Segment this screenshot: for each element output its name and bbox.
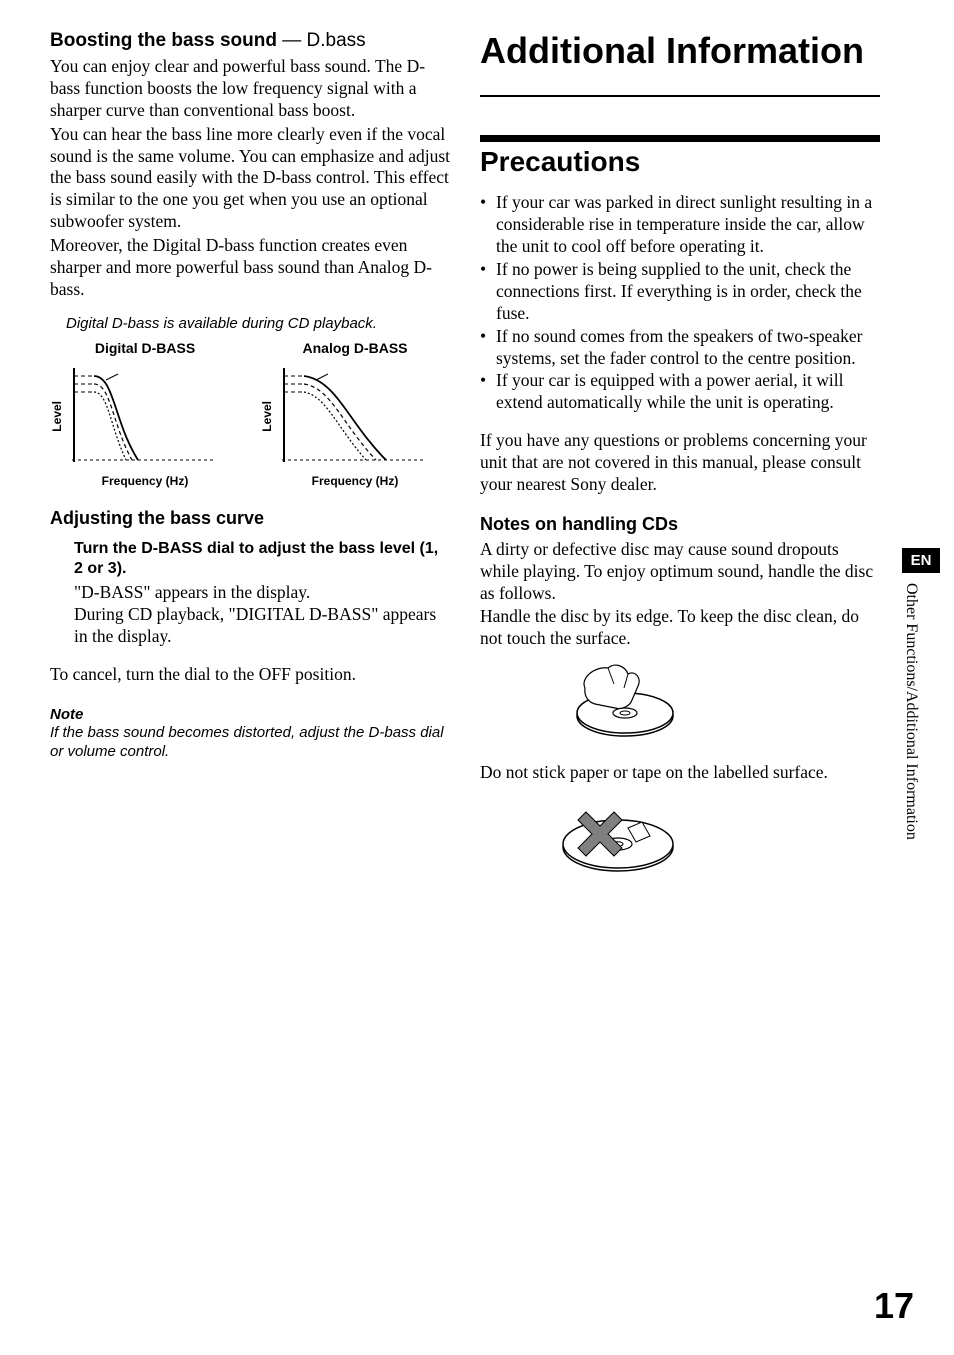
cd-heading: Notes on handling CDs	[480, 514, 880, 535]
digital-xlabel: Frequency (Hz)	[50, 474, 240, 488]
instruction-title: Turn the D-BASS dial to adjust the bass …	[74, 539, 450, 581]
intro-p3: Moreover, the Digital D-bass function cr…	[50, 235, 450, 301]
cross-disc-illustration	[540, 792, 690, 887]
digital-chart-title: Digital D-BASS	[50, 340, 240, 356]
analog-chart-svg	[276, 362, 431, 472]
right-column: Additional Information Precautions If yo…	[480, 30, 880, 1210]
digital-ylabel: Level	[50, 401, 64, 432]
analog-dbass-chart: Analog D-BASS Level	[260, 340, 450, 488]
bullet-item: If no power is being supplied to the uni…	[480, 259, 880, 325]
cancel-text: To cancel, turn the dial to the OFF posi…	[50, 664, 450, 686]
precautions-list: If your car was parked in direct sunligh…	[480, 192, 880, 414]
instruction-body-1: "D-BASS" appears in the display.	[74, 582, 450, 604]
left-column: Boosting the bass sound — D.bass You can…	[50, 30, 450, 1210]
instruction-body-2: During CD playback, "DIGITAL D-BASS" app…	[74, 604, 450, 648]
heading-text: Boosting the bass sound	[50, 30, 277, 51]
chapter-title: Additional Information	[480, 30, 880, 71]
bullet-item: If no sound comes from the speakers of t…	[480, 326, 880, 370]
hand-disc-illustration	[540, 658, 690, 748]
bullet-item: If your car was parked in direct sunligh…	[480, 192, 880, 258]
precautions-title: Precautions	[480, 146, 880, 178]
side-tab: EN Other Functions/Additional Informatio…	[902, 548, 940, 923]
heading-suffix: — D.bass	[277, 30, 366, 51]
language-tab: EN	[902, 548, 940, 573]
section-rule	[480, 135, 880, 142]
analog-ylabel: Level	[260, 401, 274, 432]
boosting-heading: Boosting the bass sound — D.bass	[50, 30, 450, 52]
charts-row: Digital D-BASS Level	[50, 340, 450, 488]
note-label: Note	[50, 706, 450, 723]
digital-dbass-chart: Digital D-BASS Level	[50, 340, 240, 488]
chapter-rule	[480, 95, 880, 97]
intro-p1: You can enjoy clear and powerful bass so…	[50, 56, 450, 122]
page-number: 17	[874, 1285, 914, 1327]
bullet-item: If your car is equipped with a power aer…	[480, 370, 880, 414]
analog-chart-title: Analog D-BASS	[260, 340, 450, 356]
adjusting-heading: Adjusting the bass curve	[50, 508, 450, 529]
cd-p3: Do not stick paper or tape on the labell…	[480, 762, 880, 784]
note-body: If the bass sound becomes distorted, adj…	[50, 723, 450, 762]
chapter-tab: Other Functions/Additional Information	[902, 583, 920, 923]
cd-p1: A dirty or defective disc may cause soun…	[480, 539, 880, 605]
digital-chart-svg	[66, 362, 221, 472]
cd-p2: Handle the disc by its edge. To keep the…	[480, 606, 880, 650]
intro-p2: You can hear the bass line more clearly …	[50, 124, 450, 233]
analog-xlabel: Frequency (Hz)	[260, 474, 450, 488]
followup-text: If you have any questions or problems co…	[480, 430, 880, 496]
chart-availability-note: Digital D-bass is available during CD pl…	[66, 315, 450, 332]
